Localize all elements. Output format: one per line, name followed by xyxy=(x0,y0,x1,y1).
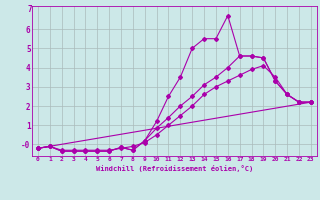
X-axis label: Windchill (Refroidissement éolien,°C): Windchill (Refroidissement éolien,°C) xyxy=(96,165,253,172)
Text: 7: 7 xyxy=(28,5,32,14)
